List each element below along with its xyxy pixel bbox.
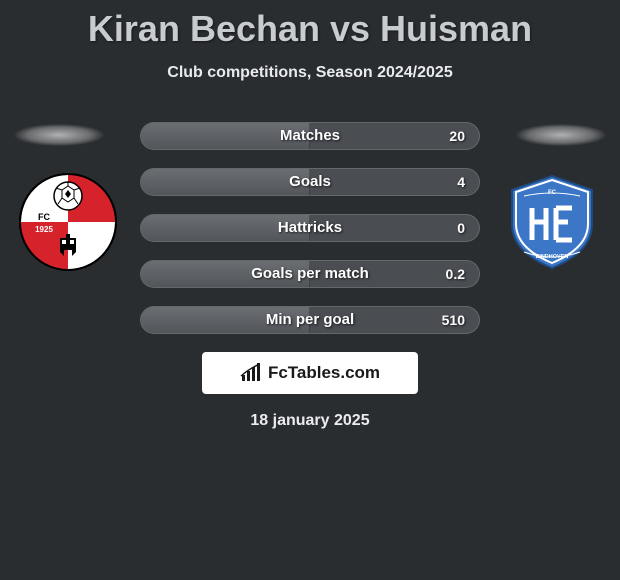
stat-value: 510 [442, 307, 465, 333]
svg-text:EMMEN: EMMEN [79, 223, 105, 230]
bar-chart-icon [240, 362, 262, 384]
fc-emmen-logo-icon: FC EMMEN 1925 [18, 172, 118, 272]
stats-area: FC EMMEN 1925 FC EINDHOVEN Matches 20 [0, 122, 620, 430]
stat-label: Min per goal [141, 307, 479, 333]
page-title: Kiran Bechan vs Huisman [0, 0, 620, 50]
stat-row-goals: Goals 4 [140, 168, 480, 196]
svg-text:FC: FC [548, 190, 557, 196]
stat-label: Goals [141, 169, 479, 195]
brand-box[interactable]: FcTables.com [202, 352, 418, 394]
svg-text:EINDHOVEN: EINDHOVEN [536, 254, 569, 260]
team-logo-right: FC EINDHOVEN [502, 172, 602, 272]
stat-row-matches: Matches 20 [140, 122, 480, 150]
stat-row-goals-per-match: Goals per match 0.2 [140, 260, 480, 288]
halo-left [14, 124, 104, 146]
stat-label: Hattricks [141, 215, 479, 241]
stat-value: 0.2 [446, 261, 465, 287]
fc-eindhoven-logo-icon: FC EINDHOVEN [502, 172, 602, 272]
subtitle: Club competitions, Season 2024/2025 [0, 64, 620, 82]
date-text: 18 january 2025 [0, 412, 620, 430]
stat-row-min-per-goal: Min per goal 510 [140, 306, 480, 334]
stat-label: Goals per match [141, 261, 479, 287]
stat-value: 0 [457, 215, 465, 241]
stat-label: Matches [141, 123, 479, 149]
team-logo-left: FC EMMEN 1925 [18, 172, 118, 272]
svg-text:FC: FC [38, 212, 50, 222]
stat-value: 20 [449, 123, 465, 149]
stat-value: 4 [457, 169, 465, 195]
stat-rows: Matches 20 Goals 4 Hattricks 0 Goals per… [140, 122, 480, 334]
brand-text: FcTables.com [268, 363, 380, 383]
svg-text:1925: 1925 [35, 225, 53, 234]
halo-right [516, 124, 606, 146]
stat-row-hattricks: Hattricks 0 [140, 214, 480, 242]
